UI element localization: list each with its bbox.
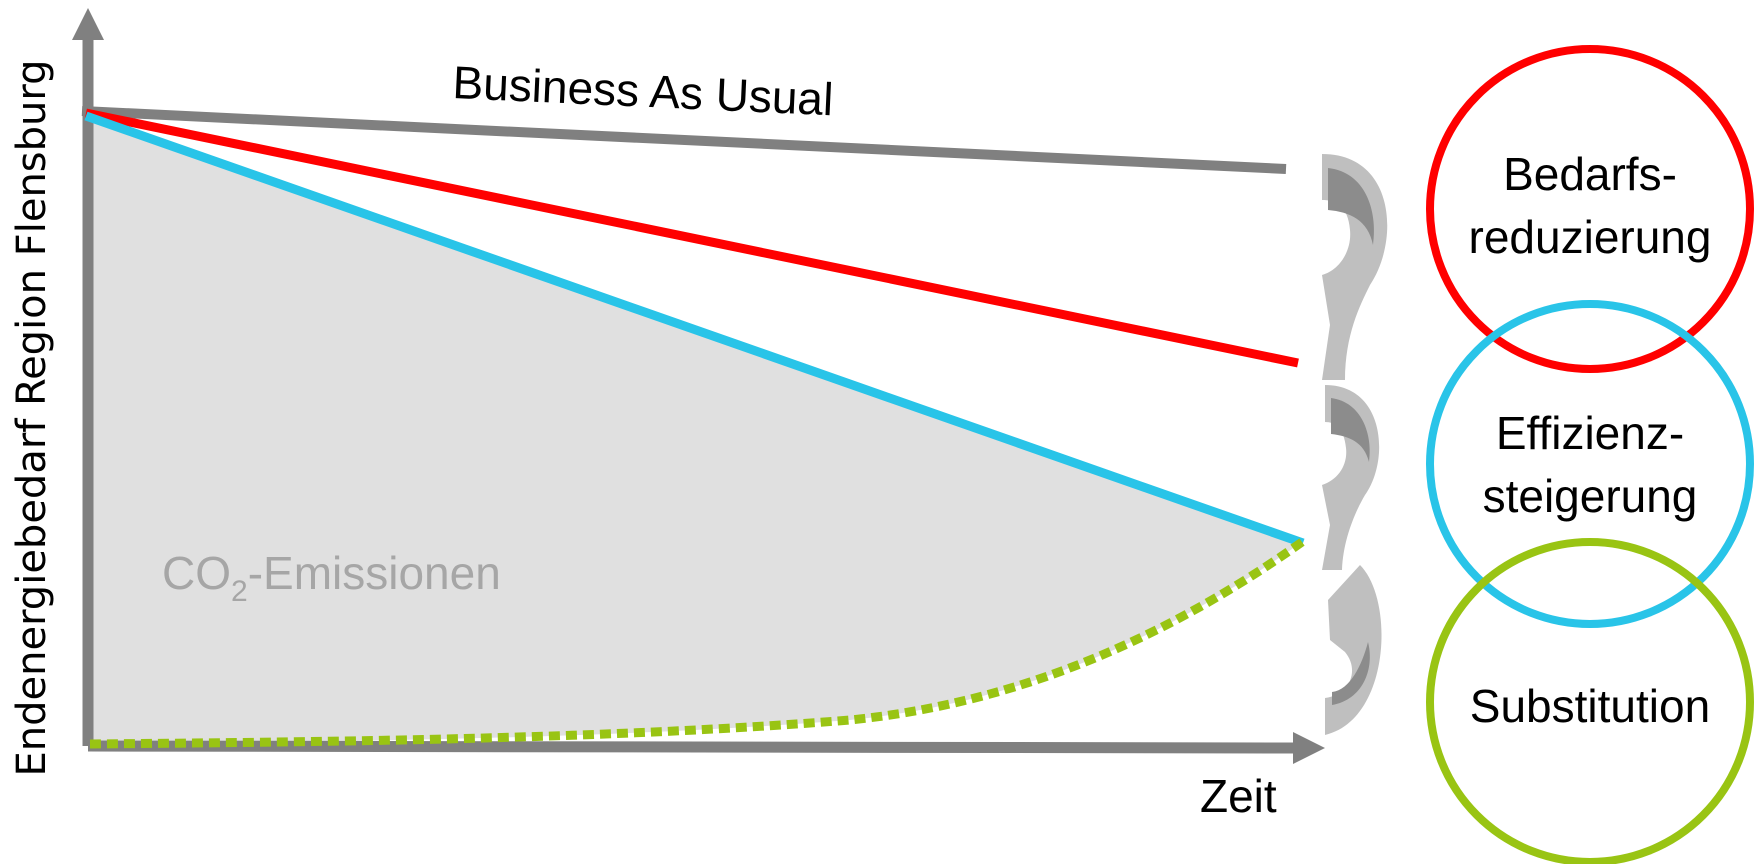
business-as-usual-line xyxy=(81,106,1287,174)
curved-arrow-icon xyxy=(1325,565,1382,735)
svg-text:reduzierung: reduzierung xyxy=(1469,211,1712,263)
substitution-circle: Substitution xyxy=(1426,538,1754,864)
x-axis xyxy=(87,732,1325,764)
x-axis-label: Zeit xyxy=(1200,770,1277,822)
efficiency-line xyxy=(84,111,1305,548)
business-as-usual-label: Business As Usual xyxy=(452,56,835,125)
demand-reduction-circle: Bedarfs- reduzierung xyxy=(1426,45,1754,373)
co2-emissions-area xyxy=(88,113,1302,744)
svg-text:Bedarfs-: Bedarfs- xyxy=(1503,148,1677,200)
y-axis xyxy=(72,8,104,746)
svg-text:Substitution: Substitution xyxy=(1470,680,1710,732)
demand-reduction-line xyxy=(85,108,1299,368)
svg-text:steigerung: steigerung xyxy=(1483,470,1698,522)
substitution-line xyxy=(89,538,1305,749)
y-axis-label: Endenergiebedarf Region Flensburg xyxy=(9,59,55,776)
curved-arrow-icon xyxy=(1322,385,1380,570)
co2-emissions-label: CO2-Emissionen xyxy=(162,547,501,608)
svg-text:Effizienz-: Effizienz- xyxy=(1496,407,1684,459)
efficiency-circle: Effizienz- steigerung xyxy=(1426,300,1754,628)
curved-arrow-icon xyxy=(1322,154,1388,380)
